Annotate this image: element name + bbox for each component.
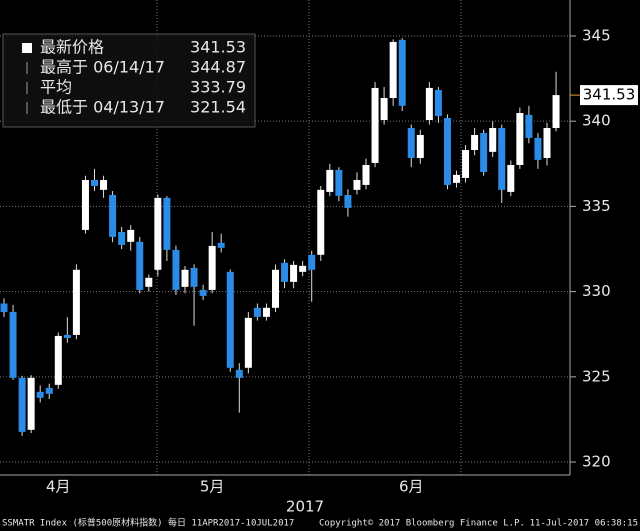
legend-value: 341.53: [190, 38, 246, 57]
last-price-label: 341.53: [583, 86, 636, 104]
candle-body: [453, 174, 460, 183]
legend-label: 最低于 04/13/17: [40, 98, 165, 117]
candle-body: [434, 89, 442, 117]
candle-body: [244, 317, 252, 368]
candle-body: [190, 267, 198, 287]
legend-label: 最高于 06/14/17: [40, 58, 165, 77]
candle-body: [462, 149, 470, 178]
candle-body: [308, 254, 316, 270]
candle-body: [127, 229, 135, 242]
candle-body: [181, 269, 189, 287]
candle-body: [109, 194, 117, 237]
candle-body: [299, 265, 307, 272]
candle-body: [63, 334, 71, 338]
legend-value: 321.54: [190, 98, 246, 117]
candle-body: [516, 112, 524, 165]
candle-body: [317, 189, 325, 255]
candle-body: [498, 127, 506, 190]
candle-body: [443, 117, 451, 185]
x-tick-label: 6月: [399, 478, 424, 496]
y-tick-label: 345: [582, 26, 611, 44]
candle-body: [54, 335, 62, 385]
legend-label: 最新价格: [40, 38, 104, 57]
candle-body: [335, 169, 343, 196]
legend-label: 平均: [40, 78, 72, 97]
candle-body: [199, 289, 207, 296]
candle-body: [471, 134, 479, 150]
candle-body: [552, 95, 560, 128]
candle-body: [362, 164, 370, 185]
candle-body: [416, 134, 424, 158]
candle-body: [0, 303, 8, 313]
candle-body: [389, 41, 397, 98]
y-tick-label: 340: [582, 112, 611, 130]
footer-center: Copyright© 2017 Bloomberg Finance L.P.: [319, 519, 525, 529]
x-tick-label: 4月: [46, 478, 71, 496]
candle-body: [217, 242, 225, 248]
candle-body: [154, 197, 162, 270]
candle-body: [534, 137, 542, 160]
candle-body: [398, 39, 406, 106]
candle-body: [407, 127, 415, 158]
candle-body: [145, 277, 153, 287]
candle-body: [72, 269, 80, 335]
candle-body: [45, 387, 53, 394]
candle-body: [235, 369, 243, 378]
x-tick-label: 5月: [200, 478, 225, 496]
candle-body: [18, 377, 26, 432]
candle-body: [91, 179, 98, 186]
candle-body: [489, 127, 497, 152]
candle-body: [36, 391, 44, 398]
candle-body: [118, 231, 126, 245]
legend-value: 344.87: [190, 58, 246, 77]
candle-body: [344, 194, 352, 208]
candle-body: [226, 271, 234, 368]
y-tick-label: 335: [582, 197, 611, 215]
candle-body: [425, 87, 433, 120]
candle-body: [281, 262, 289, 282]
y-tick-label: 330: [582, 282, 611, 300]
candle-body: [525, 114, 533, 138]
legend-icon: [22, 43, 32, 53]
footer-right: 11-Jul-2017 06:38:15: [530, 519, 638, 529]
candle-body: [172, 249, 180, 290]
candle-body: [9, 311, 17, 378]
y-tick-label: 320: [582, 453, 611, 471]
x-axis-label: 2017: [286, 498, 324, 516]
candle-body: [272, 269, 279, 308]
candles: [0, 35, 570, 463]
candle-body: [81, 179, 89, 230]
candle-body: [371, 87, 379, 163]
candle-body: [100, 179, 108, 190]
candle-body: [262, 307, 270, 317]
candle-body: [326, 169, 334, 192]
candle-body: [290, 264, 298, 282]
candle-body: [543, 127, 551, 158]
candle-body: [27, 377, 35, 430]
footer-left: SSMATR Index (标普500原材料指数) 每日 11APR2017-1…: [2, 517, 294, 529]
legend: 最新价格 341.53 最高于 06/14/17 344.87 平均 333.79 最低于 …: [22, 38, 246, 117]
y-tick-label: 325: [582, 367, 611, 385]
candle-body: [163, 197, 171, 250]
legend-box: [2, 33, 256, 128]
candle-body: [208, 245, 216, 290]
candle-body: [253, 307, 261, 317]
candle-body: [380, 97, 388, 120]
last-price-box: [580, 85, 638, 106]
candle-body: [480, 132, 488, 172]
candle-body: [507, 164, 515, 192]
candle-body: [136, 241, 144, 290]
candle-body: [353, 179, 361, 190]
legend-value: 333.79: [190, 78, 246, 97]
